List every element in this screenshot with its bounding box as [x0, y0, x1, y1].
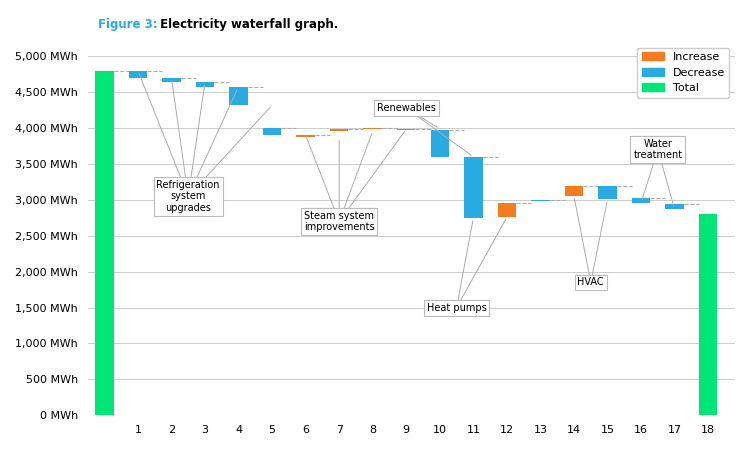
Text: Figure 3:: Figure 3: [98, 18, 158, 31]
Bar [531, 199, 550, 201]
Bar [598, 186, 616, 199]
Text: Refrigeration
system
upgrades: Refrigeration system upgrades [157, 180, 220, 213]
Bar [95, 71, 113, 415]
Text: Water
treatment: Water treatment [633, 139, 682, 161]
Bar [364, 128, 382, 129]
Legend: Increase, Decrease, Total: Increase, Decrease, Total [638, 48, 730, 98]
Bar [565, 185, 584, 196]
Text: Steam system
improvements: Steam system improvements [304, 211, 374, 232]
Text: HVAC: HVAC [578, 278, 604, 288]
Text: Electricity waterfall graph.: Electricity waterfall graph. [156, 18, 338, 31]
Bar [430, 130, 449, 157]
Bar [665, 203, 684, 209]
Bar [296, 135, 315, 137]
Bar [196, 82, 214, 86]
Text: Renewables: Renewables [376, 103, 436, 113]
Text: Heat pumps: Heat pumps [427, 302, 487, 313]
Bar [464, 157, 482, 218]
Bar [230, 86, 248, 105]
Bar [262, 128, 281, 135]
Bar [699, 214, 718, 415]
Bar [162, 78, 181, 82]
Bar [397, 129, 416, 130]
Bar [498, 203, 516, 217]
Bar [632, 198, 650, 203]
Bar [129, 71, 147, 78]
Bar [330, 129, 349, 131]
